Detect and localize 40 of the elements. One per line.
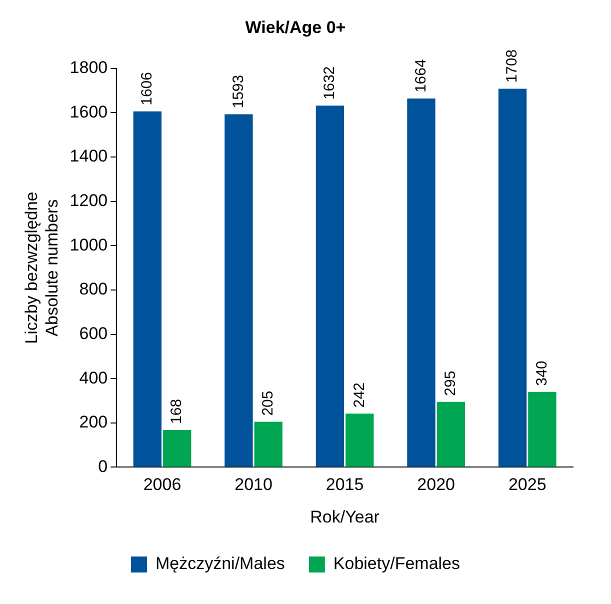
y-tick-label: 600 [79, 324, 108, 343]
data-label: 242 [350, 382, 368, 408]
data-label: 1632 [321, 66, 338, 100]
data-label: 168 [168, 398, 186, 424]
data-label: 340 [533, 360, 550, 386]
data-label: 1606 [138, 72, 156, 106]
data-label: 1708 [504, 49, 521, 83]
y-tick-label: 0 [98, 456, 108, 476]
x-tick-label: 2025 [508, 475, 546, 494]
y-tick-label: 1200 [70, 191, 108, 210]
bar [407, 98, 436, 467]
y-tick-label: 1000 [70, 235, 108, 254]
data-label: 295 [442, 370, 460, 396]
bar [254, 422, 282, 467]
bar [528, 392, 556, 467]
bar [316, 106, 344, 467]
legend-label: Kobiety/Females [333, 554, 460, 574]
bar [436, 402, 466, 467]
bar [498, 88, 527, 467]
y-tick-label: 400 [79, 368, 108, 388]
x-tick-label: 2010 [234, 475, 272, 494]
y-tick-label: 200 [79, 412, 108, 432]
y-tick-label: 1400 [70, 146, 108, 166]
x-axis-title: Rok/Year [310, 507, 380, 526]
y-tick-label: 800 [79, 280, 108, 299]
data-label: 1593 [230, 74, 247, 108]
legend-label: Mężczyźni/Males [155, 554, 285, 574]
x-tick-label: 2020 [417, 475, 455, 494]
data-label: 1664 [412, 59, 430, 93]
bar [224, 114, 253, 467]
y-axis-title: Liczby bezwzględne Absolute numbers [22, 192, 62, 344]
bar [163, 430, 192, 467]
bar [346, 414, 374, 467]
x-tick-label: 2015 [326, 475, 364, 494]
chart-title: Wiek/Age 0+ [245, 18, 346, 37]
y-tick-label: 1600 [70, 102, 108, 122]
data-label: 205 [260, 390, 277, 416]
y-tick-label: 1800 [70, 58, 108, 78]
x-tick-label: 2006 [143, 475, 182, 494]
bar [133, 111, 162, 467]
